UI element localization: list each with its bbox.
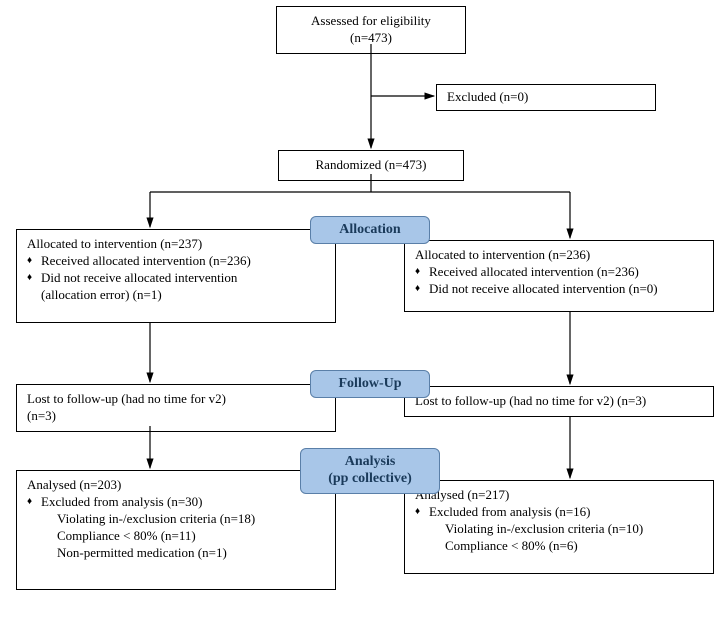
node-alloc-left: Allocated to intervention (n=237) Receiv… [16, 229, 336, 323]
stage-followup-label: Follow-Up [339, 376, 402, 391]
node-lost-left: Lost to follow-up (had no time for v2) (… [16, 384, 336, 432]
an-left-line1: Analysed (n=203) [27, 477, 121, 492]
node-assessed: Assessed for eligibility (n=473) [276, 6, 466, 54]
alloc-left-b2b: (allocation error) (n=1) [27, 287, 325, 304]
stage-followup: Follow-Up [310, 370, 430, 398]
an-left-b1: Excluded from analysis (n=30) [27, 494, 325, 511]
alloc-right-line1: Allocated to intervention (n=236) [415, 247, 590, 262]
node-randomized: Randomized (n=473) [278, 150, 464, 181]
node-analysis-right: Analysed (n=217) Excluded from analysis … [404, 480, 714, 574]
node-alloc-right: Allocated to intervention (n=236) Receiv… [404, 240, 714, 312]
stage-allocation-label: Allocation [339, 222, 400, 237]
excluded-text: Excluded (n=0) [447, 89, 528, 104]
randomized-text: Randomized (n=473) [316, 157, 427, 172]
node-lost-right: Lost to follow-up (had no time for v2) (… [404, 386, 714, 417]
alloc-right-b1: Received allocated intervention (n=236) [415, 264, 703, 281]
an-left-s1: Violating in-/exclusion criteria (n=18) [27, 511, 325, 528]
assessed-line1: Assessed for eligibility [311, 13, 431, 28]
assessed-line2: (n=473) [350, 30, 392, 45]
an-right-s2: Compliance < 80% (n=6) [415, 538, 703, 555]
lost-right-text: Lost to follow-up (had no time for v2) (… [415, 393, 646, 408]
stage-analysis: Analysis (pp collective) [300, 448, 440, 494]
lost-left-line1: Lost to follow-up (had no time for v2) [27, 391, 226, 406]
alloc-left-line1: Allocated to intervention (n=237) [27, 236, 202, 251]
stage-allocation: Allocation [310, 216, 430, 244]
an-left-s2: Compliance < 80% (n=11) [27, 528, 325, 545]
alloc-left-b1: Received allocated intervention (n=236) [27, 253, 325, 270]
an-right-b1: Excluded from analysis (n=16) [415, 504, 703, 521]
alloc-right-b2: Did not receive allocated intervention (… [415, 281, 703, 298]
node-excluded: Excluded (n=0) [436, 84, 656, 111]
alloc-left-b2a: Did not receive allocated intervention [27, 270, 325, 287]
an-left-s3: Non-permitted medication (n=1) [27, 545, 325, 562]
stage-analysis-l2: (pp collective) [328, 471, 412, 486]
an-right-s1: Violating in-/exclusion criteria (n=10) [415, 521, 703, 538]
node-analysis-left: Analysed (n=203) Excluded from analysis … [16, 470, 336, 590]
stage-analysis-l1: Analysis [345, 454, 396, 469]
lost-left-line2: (n=3) [27, 408, 56, 423]
